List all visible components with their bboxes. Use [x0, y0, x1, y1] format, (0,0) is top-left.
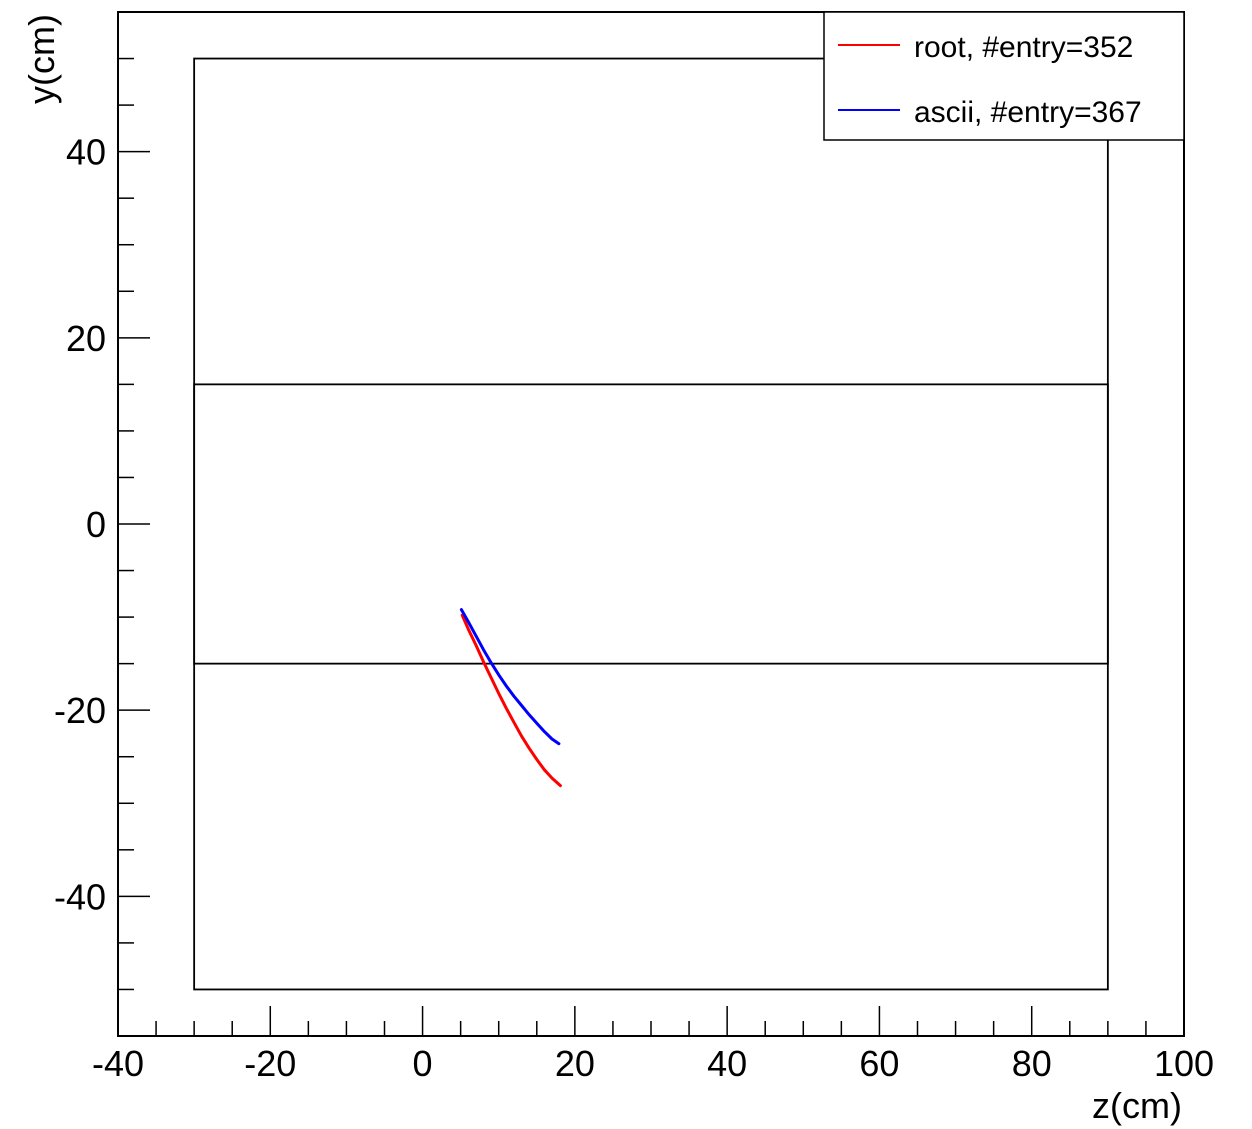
x-tick-label: 100	[1154, 1043, 1214, 1084]
detector-box-0	[193, 57, 1109, 991]
y-tick-label: 20	[66, 318, 106, 359]
y-tick-label: -20	[54, 690, 106, 731]
series-layer	[459, 608, 562, 788]
x-tick-label: 40	[707, 1043, 747, 1084]
x-tick-label: 60	[859, 1043, 899, 1084]
legend-label-root: root, #entry=352	[914, 31, 1133, 64]
detector-boxes	[193, 57, 1109, 991]
x-axis-label: z(cm)	[1092, 1085, 1182, 1126]
x-tick-label: -40	[92, 1043, 144, 1084]
series-line-1	[459, 608, 561, 746]
x-tick-label: 80	[1012, 1043, 1052, 1084]
legend-box	[823, 11, 1185, 141]
x-tick-label: 20	[555, 1043, 595, 1084]
series-line-0	[460, 613, 562, 788]
x-axis: -40 -20 0 20 40 60 80 100	[92, 1006, 1214, 1084]
y-axis: -40 -20 0 20 40	[54, 11, 150, 1037]
y-tick-label: 40	[66, 132, 106, 173]
x-tick-label: -20	[244, 1043, 296, 1084]
y-axis-label: y(cm)	[21, 14, 62, 104]
detector-box-1	[193, 383, 1109, 665]
plot-frame	[117, 11, 1185, 1037]
x-tick-label: 0	[413, 1043, 433, 1084]
y-tick-label: -40	[54, 876, 106, 917]
legend: root, #entry=352 ascii, #entry=367	[823, 11, 1185, 141]
legend-label-ascii: ascii, #entry=367	[914, 96, 1142, 129]
y-tick-label: 0	[86, 504, 106, 545]
